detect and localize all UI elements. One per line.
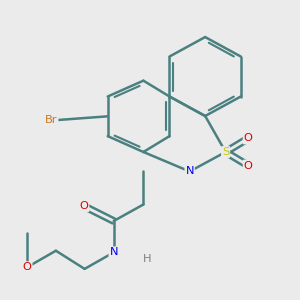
Text: O: O — [244, 134, 253, 143]
Text: S: S — [222, 147, 229, 157]
Text: Br: Br — [45, 115, 58, 125]
Text: O: O — [244, 160, 253, 170]
Text: H: H — [142, 254, 151, 264]
Text: N: N — [185, 167, 194, 176]
Text: O: O — [23, 262, 32, 272]
Text: N: N — [110, 248, 118, 257]
Text: O: O — [80, 201, 88, 211]
